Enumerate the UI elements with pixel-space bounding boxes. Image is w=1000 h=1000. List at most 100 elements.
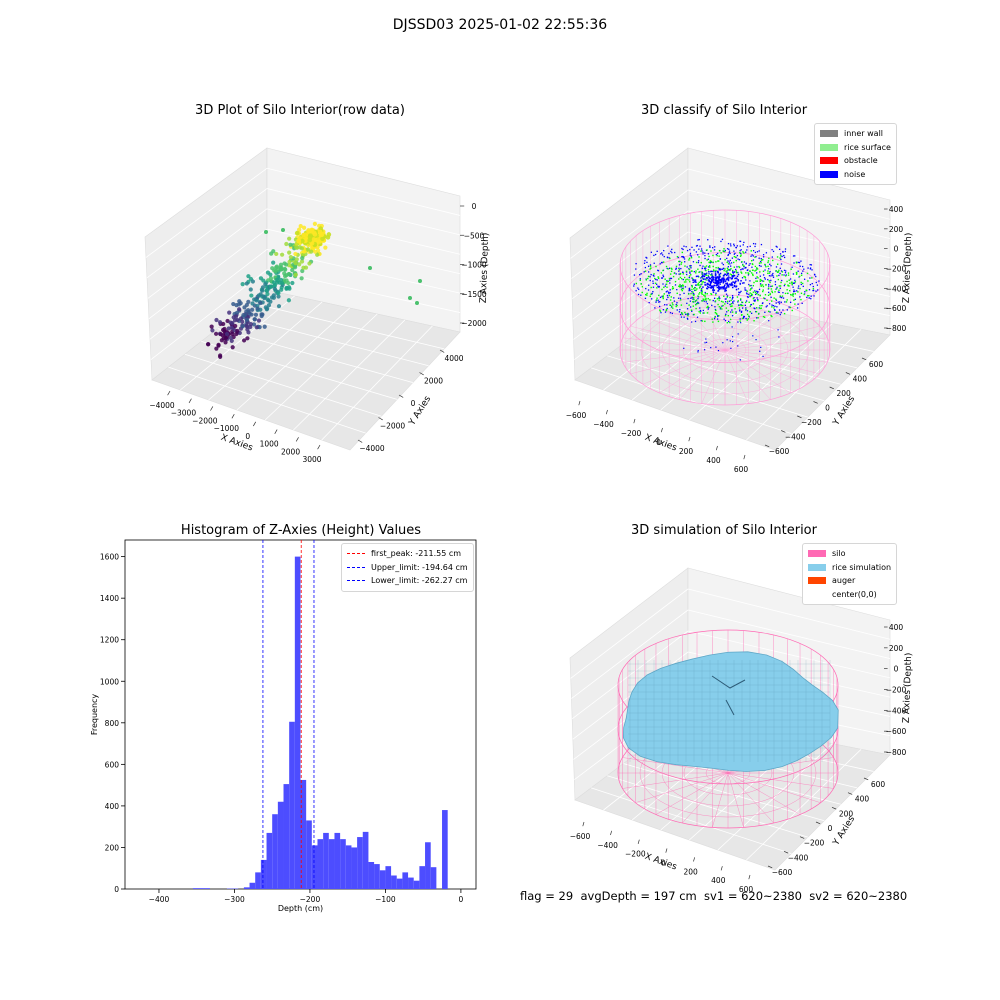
panel2-y-tick xyxy=(764,444,770,448)
panel2-noise-point xyxy=(733,281,736,284)
panel2-surface-point xyxy=(670,267,673,270)
panel1-point xyxy=(280,252,285,257)
panel2-noise-point xyxy=(682,271,684,274)
panel2-noise-point xyxy=(727,253,730,256)
panel1-point xyxy=(290,280,295,286)
histogram-bar xyxy=(323,832,329,889)
panel2-noise-point xyxy=(695,279,697,281)
panel2-surface-point xyxy=(735,270,737,272)
histogram-bar xyxy=(249,882,256,889)
panel2-noise-point xyxy=(686,266,688,268)
panel2-surface-point xyxy=(704,320,706,323)
panel1-point xyxy=(276,294,281,299)
panel2-noise-point xyxy=(731,283,733,285)
panel1-point xyxy=(300,255,305,261)
panel2-noise-point xyxy=(686,308,689,310)
panel2-noise-point xyxy=(703,267,706,270)
panel2-noise-point xyxy=(722,286,725,288)
panel2-surface-point xyxy=(746,290,748,292)
panel2-surface-point xyxy=(665,309,668,312)
panel2-noise-point xyxy=(721,305,723,307)
panel2-noise-point xyxy=(736,266,738,268)
panel1-x-tick xyxy=(231,413,235,419)
panel2-noise-point xyxy=(724,319,727,322)
panel2-surface-point xyxy=(690,292,692,295)
panel2-surface-point xyxy=(698,271,700,274)
panel2-noise-point xyxy=(678,273,680,275)
panel2-noise-point xyxy=(692,281,694,284)
panel2-noise-point xyxy=(711,276,713,279)
panel2-noise-point xyxy=(705,338,707,340)
panel2-surface-point xyxy=(773,307,775,309)
panel2-noise-point xyxy=(700,283,702,286)
panel2-noise-point xyxy=(733,243,735,245)
panel2-x-tick xyxy=(633,418,636,424)
panel2-noise-point xyxy=(778,274,780,277)
panel1-point xyxy=(284,241,289,247)
panel2-noise-point xyxy=(682,278,684,281)
panel1-z-tick-label: 0 xyxy=(472,202,477,211)
panel2-noise-point xyxy=(700,290,703,292)
panel2-noise-point xyxy=(781,296,783,299)
panel2-surface-point xyxy=(678,286,681,288)
panel2-surface-point xyxy=(705,265,708,267)
panel2-surface-point xyxy=(764,263,766,266)
panel2-noise-point xyxy=(695,245,698,247)
panel1-z-tick-label: −2000 xyxy=(461,319,487,328)
panel2-surface-point xyxy=(781,274,783,276)
panel1-point xyxy=(276,304,282,309)
panel1-x-tick-label: 2000 xyxy=(281,447,300,456)
panel2-surface-point xyxy=(668,277,671,280)
panel2-surface-point xyxy=(692,301,694,303)
panel2-noise-point xyxy=(713,249,716,251)
histogram-bar xyxy=(425,842,431,889)
panel2-noise-point xyxy=(664,304,666,306)
panel2-surface-point xyxy=(724,258,726,261)
panel2-z-tick-label: 400 xyxy=(889,205,904,214)
panel2-surface-point xyxy=(698,284,700,286)
panel2-surface-point xyxy=(788,279,790,281)
panel1-point xyxy=(303,232,309,238)
panel2-gridline xyxy=(571,210,689,300)
panel2-surface-point xyxy=(704,296,706,298)
panel2-surface-point xyxy=(702,298,704,300)
panel2-noise-point xyxy=(716,286,719,289)
panel2-noise-point xyxy=(772,272,774,275)
upper-limit-line-swatch xyxy=(347,566,365,568)
panel1-point xyxy=(296,238,302,244)
panel2-noise-point xyxy=(690,265,692,267)
panel4-x-tick xyxy=(637,839,640,844)
panel2-noise-point xyxy=(744,304,746,306)
panel2-surface-point xyxy=(767,287,770,289)
panel2-noise-point xyxy=(729,340,731,342)
panel2-surface-point xyxy=(770,314,772,317)
panel2-noise-point xyxy=(715,277,718,279)
panel2-noise-point xyxy=(731,309,733,311)
panel2-noise-point xyxy=(669,289,671,291)
panel2-surface-point xyxy=(692,294,695,296)
panel2-noise-point xyxy=(740,299,742,301)
panel2-noise-point xyxy=(755,277,757,280)
panel2-surface-point xyxy=(691,288,693,291)
panel2-surface-point xyxy=(688,279,690,281)
panel2-surface-point xyxy=(701,300,703,302)
panel2-noise-point xyxy=(666,307,668,310)
panel2-noise-point xyxy=(762,274,765,276)
panel2-surface-point xyxy=(750,272,753,274)
panel1-point xyxy=(300,238,305,244)
panel1-point xyxy=(269,295,275,300)
panel4-gridline xyxy=(570,588,689,679)
legend-entry-rice-simulation: rice simulation xyxy=(808,561,891,575)
panel2-noise-point xyxy=(745,317,747,320)
panel2-noise-point xyxy=(645,278,647,280)
panel2-noise-point xyxy=(780,263,783,265)
panel2-noise-point xyxy=(670,277,673,280)
panel4-x-tick xyxy=(720,866,723,871)
panel2-surface-point xyxy=(700,292,703,294)
panel1-point xyxy=(240,319,245,324)
panel2-noise-point xyxy=(771,256,773,258)
panel2-surface-point xyxy=(746,313,749,316)
panel2-noise-point xyxy=(680,267,682,270)
panel1-gridline xyxy=(264,313,378,421)
